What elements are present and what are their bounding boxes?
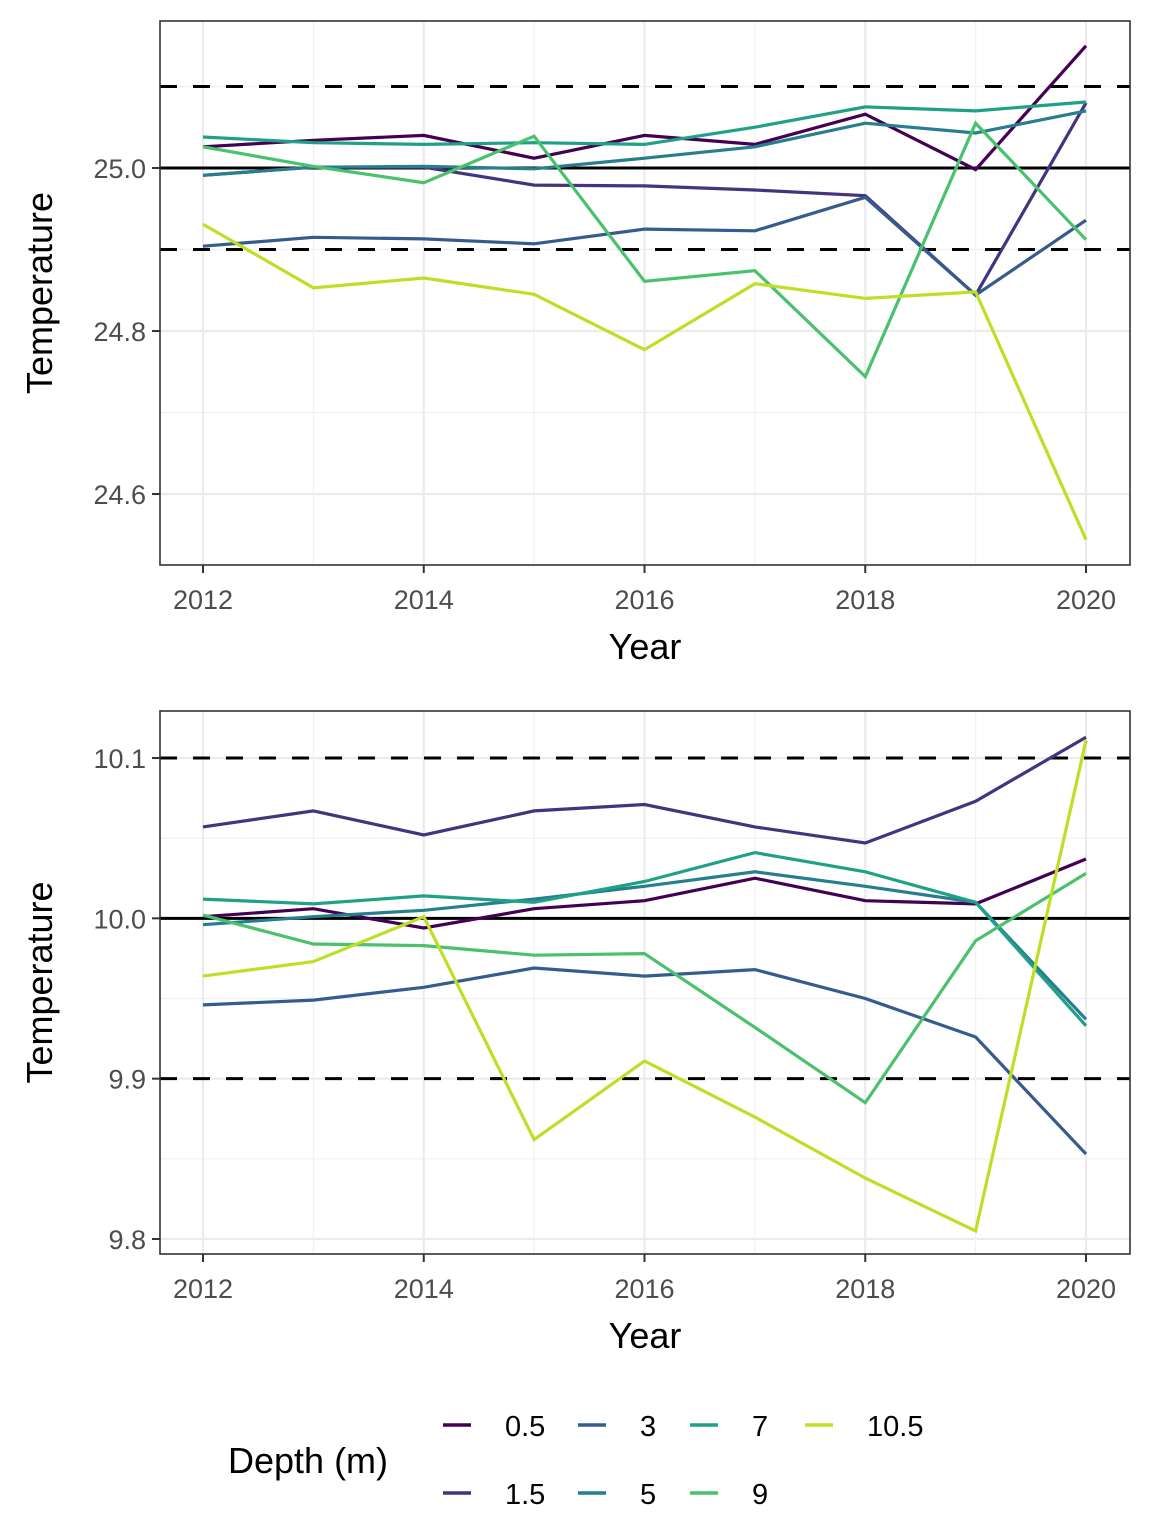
series-line-depth-3 (202, 195, 1087, 298)
legend-title: Depth (m) (228, 1440, 388, 1481)
x-tick-label: 2020 (1056, 1274, 1116, 1304)
y-tick-label: 25.0 (93, 154, 146, 184)
legend-label: 0.5 (505, 1411, 545, 1443)
series-line-depth-9 (202, 120, 1088, 380)
y-tick-label: 24.6 (93, 480, 146, 510)
series-line-depth-1-5 (202, 735, 1087, 845)
x-tick-label: 2012 (173, 1274, 233, 1304)
series-line-depth-5 (202, 109, 1087, 177)
series-line-depth-10-5 (202, 222, 1088, 541)
legend-label: 3 (640, 1411, 656, 1443)
y-tick-label: 9.9 (108, 1065, 146, 1095)
x-tick-label: 2014 (394, 585, 454, 615)
series-line-depth-3 (202, 966, 1088, 1156)
legend-label: 1.5 (505, 1479, 545, 1511)
legend-label: 5 (640, 1479, 656, 1511)
series-line-depth-10-5 (202, 740, 1088, 1234)
x-tick-label: 2014 (394, 1274, 454, 1304)
legend-label: 10.5 (867, 1411, 923, 1443)
top-panel: 24.6 24.8 25.0 2012 2014 2016 2018 2020 Year Temp… (19, 20, 1131, 667)
x-tick-label: 2016 (614, 1274, 674, 1304)
x-tick-label: 2020 (1056, 585, 1116, 615)
y-tick-label: 24.8 (93, 317, 146, 347)
bottom-panel: 9.8 9.9 10.0 10.1 2012 2014 2016 2018 2020 Year Te… (19, 710, 1131, 1356)
legend-label: 7 (752, 1411, 768, 1443)
y-tick-label: 10.0 (93, 904, 146, 934)
series-line-depth-7 (202, 850, 1088, 1027)
legend: Depth (m) 0.5 1.5 3 5 7 9 10.5 (228, 1411, 923, 1511)
x-tick-label: 2018 (835, 585, 895, 615)
x-tick-label: 2018 (835, 1274, 895, 1304)
series-line-depth-0-5 (202, 44, 1088, 172)
series-line-depth-7 (202, 100, 1087, 147)
y-tick-label: 9.8 (108, 1225, 146, 1255)
series-line-depth-5 (202, 870, 1088, 1021)
x-axis-title: Year (609, 1315, 682, 1356)
y-tick-label: 10.1 (93, 744, 146, 774)
y-axis-title: Temperature (19, 881, 60, 1083)
x-tick-label: 2012 (173, 585, 233, 615)
series-line-depth-9 (202, 872, 1087, 1105)
x-tick-label: 2016 (614, 585, 674, 615)
legend-label: 9 (752, 1479, 768, 1511)
x-axis-title: Year (609, 626, 682, 667)
y-axis-title: Temperature (19, 192, 60, 394)
